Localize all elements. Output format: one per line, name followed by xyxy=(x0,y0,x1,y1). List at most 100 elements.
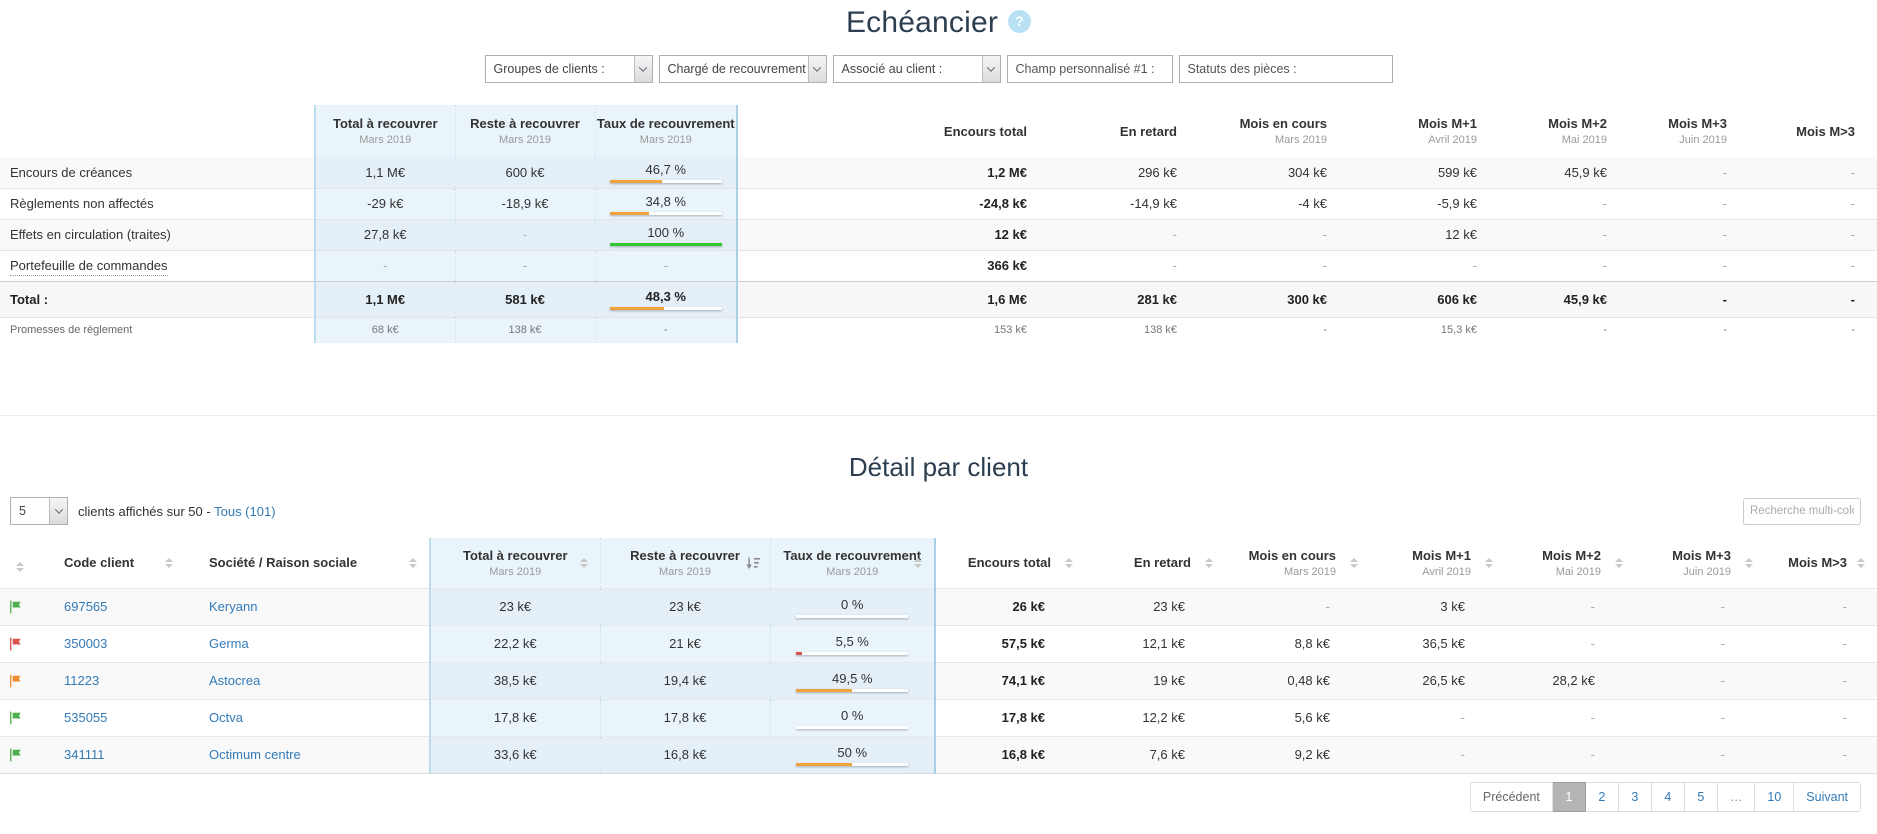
progress-bar xyxy=(796,614,909,618)
pagination-page-4[interactable]: 4 xyxy=(1651,781,1685,812)
sort-icon[interactable] xyxy=(165,558,173,568)
client-row[interactable]: 11223 Astocrea 38,5 k€ 19,4 k€ 49,5 % 74… xyxy=(0,662,1877,699)
col-header-taux-de-recouvrement: Taux de recouvrement Mars 2019 xyxy=(594,105,738,157)
col-header-mois-sup3[interactable]: Mois M>3 xyxy=(1765,538,1877,588)
client-name-link[interactable]: Octva xyxy=(209,710,243,725)
recovery-rate-cell: 0 % xyxy=(769,699,936,736)
col-header-mois-m1: Mois M+1 Avril 2019 xyxy=(1418,116,1477,146)
sort-icon[interactable] xyxy=(16,561,24,572)
client-row[interactable]: 341111 Octimum centre 33,6 k€ 16,8 k€ 50… xyxy=(0,736,1877,773)
recovery-rate-cell: 5,5 % xyxy=(769,625,936,662)
client-row[interactable]: 697565 Keryann 23 k€ 23 k€ 0 % 26 k€ 23 … xyxy=(0,588,1877,625)
client-associate-select-label: Associé au client : xyxy=(841,62,943,76)
sort-icon[interactable] xyxy=(1615,558,1623,568)
sort-icon[interactable] xyxy=(1857,558,1865,568)
col-header-mois-m2[interactable]: Mois M+2 Mai 2019 xyxy=(1505,538,1635,588)
client-name-link[interactable]: Astocrea xyxy=(209,673,261,688)
col-header-en-retard[interactable]: En retard xyxy=(1085,538,1225,588)
summary-header-row: Total à recouvrer Mars 2019 Reste à recou… xyxy=(0,105,1877,157)
col-header-mois-sup3: Mois M>3 xyxy=(1796,123,1855,139)
page-size-select[interactable]: 5 xyxy=(10,497,68,525)
recovery-rate-cell: 46,7 % xyxy=(594,157,738,188)
client-row[interactable]: 350003 Germa 22,2 k€ 21 k€ 5,5 % 57,5 k€… xyxy=(0,625,1877,662)
summary-row-reglements-non-affectes: Règlements non affectés -29 k€ -18,9 k€ … xyxy=(0,188,1877,219)
col-header-mois-m3[interactable]: Mois M+3 Juin 2019 xyxy=(1635,538,1765,588)
client-name-link[interactable]: Keryann xyxy=(209,599,258,614)
sort-icon[interactable] xyxy=(1350,558,1358,568)
row-label: Effets en circulation (traites) xyxy=(0,219,315,250)
page-title-text: Echéancier xyxy=(845,6,999,39)
pagination-page-1[interactable]: 1 xyxy=(1552,781,1586,812)
detail-section-title: Détail par client xyxy=(848,452,1029,482)
client-groups-select[interactable]: Groupes de clients : xyxy=(484,55,653,83)
progress-bar xyxy=(796,762,909,766)
col-header-encours-total[interactable]: Encours total xyxy=(935,538,1085,588)
col-header-reste-a-recouvrer[interactable]: Reste à recouvrer Mars 2019 xyxy=(599,538,770,588)
shown-count-text: clients affichés sur 50 - Tous (101) xyxy=(78,503,276,519)
pagination-page-10[interactable]: 10 xyxy=(1755,781,1795,812)
col-header-en-retard: En retard xyxy=(1119,123,1177,139)
col-header-mois-m1[interactable]: Mois M+1 Avril 2019 xyxy=(1370,538,1505,588)
client-code-link[interactable]: 11223 xyxy=(64,673,100,688)
pagination-prev-button[interactable]: Précédent xyxy=(1469,781,1553,812)
client-status-flag-icon xyxy=(9,600,40,614)
client-detail-table: Code client Société / Raison sociale Tot… xyxy=(0,538,1877,774)
recovery-rate-cell: 49,5 % xyxy=(769,662,936,699)
detail-controls-bar: 5 clients affichés sur 50 - Tous (101) xyxy=(10,497,1861,525)
client-code-link[interactable]: 350003 xyxy=(64,636,108,651)
client-code-link[interactable]: 341111 xyxy=(64,747,105,762)
row-label: Encours de créances xyxy=(0,157,315,188)
chevron-down-icon xyxy=(808,56,826,82)
pagination-next-button[interactable]: Suivant xyxy=(1794,781,1861,812)
col-header-total-a-recouvrer[interactable]: Total à recouvrer Mars 2019 xyxy=(429,538,600,588)
col-header-reste-a-recouvrer: Reste à recouvrer Mars 2019 xyxy=(454,105,595,157)
document-status-input[interactable] xyxy=(1178,55,1393,83)
pagination-page-2[interactable]: 2 xyxy=(1585,781,1619,812)
recovery-rate-cell: 34,8 % xyxy=(594,188,738,219)
pagination-page-3[interactable]: 3 xyxy=(1618,781,1652,812)
progress-bar xyxy=(796,651,909,655)
progress-bar xyxy=(609,242,722,246)
col-header-taux-de-recouvrement[interactable]: Taux de recouvrement Mars 2019 xyxy=(769,538,936,588)
row-label: Portefeuille de commandes xyxy=(0,250,315,281)
pagination-page-5[interactable]: 5 xyxy=(1684,781,1718,812)
client-status-flag-icon xyxy=(9,711,40,725)
client-associate-select[interactable]: Associé au client : xyxy=(832,55,1001,83)
client-code-link[interactable]: 697565 xyxy=(64,599,108,614)
col-header-flag xyxy=(0,538,40,588)
client-status-flag-icon xyxy=(9,674,40,688)
client-status-flag-icon xyxy=(9,637,40,651)
progress-bar xyxy=(609,211,722,215)
client-name-link[interactable]: Germa xyxy=(209,636,249,651)
client-name-link[interactable]: Octimum centre xyxy=(209,747,301,762)
progress-bar xyxy=(609,180,722,184)
recovery-rate-cell: 48,3 % xyxy=(594,281,738,317)
sort-icon[interactable] xyxy=(1065,558,1073,568)
col-header-mois-en-cours: Mois en cours Mars 2019 xyxy=(1239,116,1327,146)
progress-bar xyxy=(609,307,722,310)
col-header-societe[interactable]: Société / Raison sociale xyxy=(185,538,430,588)
client-row[interactable]: 535055 Octva 17,8 k€ 17,8 k€ 0 % 17,8 k€… xyxy=(0,699,1877,736)
section-divider xyxy=(0,415,1877,416)
sort-icon[interactable] xyxy=(409,558,417,568)
sort-icon[interactable] xyxy=(1205,558,1213,568)
summary-row-effets-circulation: Effets en circulation (traites) 27,8 k€ … xyxy=(0,219,1877,250)
show-all-link[interactable]: Tous (101) xyxy=(214,503,276,519)
col-header-code-client[interactable]: Code client xyxy=(40,538,185,588)
collection-manager-select[interactable]: Chargé de recouvrement : xyxy=(658,55,827,83)
summary-promesses-row: Promesses de règlement 68 k€ 138 k€ - 15… xyxy=(0,317,1877,343)
sort-icon[interactable] xyxy=(1485,558,1493,568)
recovery-rate-cell: 100 % xyxy=(594,219,738,250)
summary-row-encours-creances: Encours de créances 1,1 M€ 600 k€ 46,7 %… xyxy=(0,157,1877,188)
sort-icon[interactable] xyxy=(1745,558,1753,568)
custom-field-input[interactable] xyxy=(1006,55,1173,83)
col-header-mois-en-cours[interactable]: Mois en cours Mars 2019 xyxy=(1225,538,1370,588)
sort-icon[interactable] xyxy=(914,558,922,568)
page-size-value: 5 xyxy=(19,504,26,518)
help-icon[interactable]: ? xyxy=(1008,10,1032,33)
multi-column-search-input[interactable] xyxy=(1743,497,1861,525)
sort-desc-active-icon[interactable] xyxy=(745,557,760,573)
sort-icon[interactable] xyxy=(579,558,588,568)
chevron-down-icon xyxy=(981,56,1000,82)
client-code-link[interactable]: 535055 xyxy=(64,710,108,725)
